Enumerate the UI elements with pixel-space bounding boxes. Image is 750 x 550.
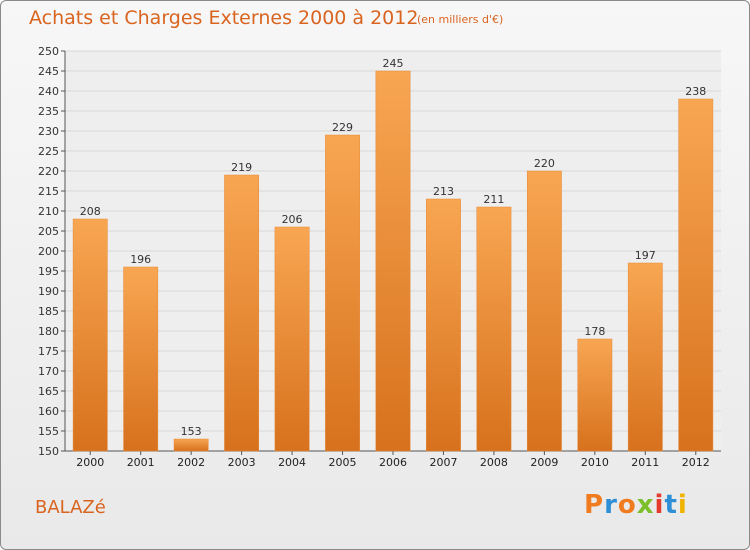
y-tick-label: 210 [38,205,59,218]
x-tick-label-2007: 2007 [429,456,457,469]
logo-letter: i [654,490,665,520]
logo-letter: i [677,490,688,520]
data-label-2010: 178 [584,325,605,338]
y-tick-label: 245 [38,65,59,78]
x-tick-label-2001: 2001 [127,456,155,469]
y-tick-label: 165 [38,385,59,398]
y-tick-label: 230 [38,125,59,138]
data-label-2004: 206 [282,213,303,226]
logo-letter: x [636,490,655,520]
y-tick-label: 160 [38,405,59,418]
data-label-2009: 220 [534,157,555,170]
bar-2008 [476,206,512,452]
logo-letter: P [584,490,605,520]
x-tick-label-2000: 2000 [76,456,104,469]
x-tick-label-2006: 2006 [379,456,407,469]
bar-2003 [224,174,260,452]
data-label-2012: 238 [685,85,706,98]
data-label-2000: 208 [80,205,101,218]
bars [72,70,714,452]
x-tick-label-2003: 2003 [228,456,256,469]
data-label-2011: 197 [635,249,656,262]
chart-title: Achats et Charges Externes 2000 à 2012 [29,7,419,29]
y-tick-label: 250 [38,45,59,58]
y-tick-label: 200 [38,245,59,258]
logo-letter: o [617,490,637,520]
y-tick-label: 220 [38,165,59,178]
x-tick-label-2002: 2002 [177,456,205,469]
data-label-2003: 219 [231,161,252,174]
data-label-2007: 213 [433,185,454,198]
bar-2005 [325,134,360,452]
commune-name: BALAZé [35,497,106,518]
bar-2001 [123,266,159,452]
y-tick-label: 180 [38,325,59,338]
y-tick-label: 195 [38,265,59,278]
proxiti-logo: Proxiti [584,490,688,520]
data-label-2001: 196 [130,253,151,266]
x-tick-label-2008: 2008 [480,456,508,469]
x-tick-label-2004: 2004 [278,456,306,469]
bar-2002 [173,438,209,452]
y-tick-label: 175 [38,345,59,358]
chart-unit: (en milliers d'€) [417,13,504,26]
y-tick-label: 170 [38,365,59,378]
y-tick-label: 225 [38,145,59,158]
logo-letter: r [604,490,618,520]
y-tick-label: 155 [38,425,59,438]
data-label-2002: 153 [181,425,202,438]
x-tick-label-2011: 2011 [631,456,659,469]
y-tick-label: 235 [38,105,59,118]
x-tick-label-2005: 2005 [329,456,357,469]
bar-2007 [426,198,461,452]
y-tick-label: 205 [38,225,59,238]
axes: 150 155 160 165 170 175 180 185 190 195 200 205 210 2… [38,45,721,469]
data-label-2008: 211 [483,193,504,206]
bar-2012 [678,98,714,452]
x-tick-label-2010: 2010 [581,456,609,469]
x-tick-label-2009: 2009 [530,456,558,469]
logo-letter: t [664,490,678,520]
bar-2010 [577,338,613,452]
bar-2004 [274,226,310,452]
y-tick-label: 215 [38,185,59,198]
y-tick-label: 185 [38,305,59,318]
bar-2006 [375,70,411,452]
data-labels: 208 196 153 219 206 229 245 213 211 220 178 197 238 [80,57,707,438]
bar-2009 [526,170,562,452]
bar-2000 [72,218,108,452]
bar-2011 [627,262,663,452]
y-tick-label: 190 [38,285,59,298]
x-tick-label-2012: 2012 [682,456,710,469]
y-tick-label: 240 [38,85,59,98]
data-label-2005: 229 [332,121,353,134]
data-label-2006: 245 [383,57,404,70]
y-tick-label: 150 [38,445,59,458]
